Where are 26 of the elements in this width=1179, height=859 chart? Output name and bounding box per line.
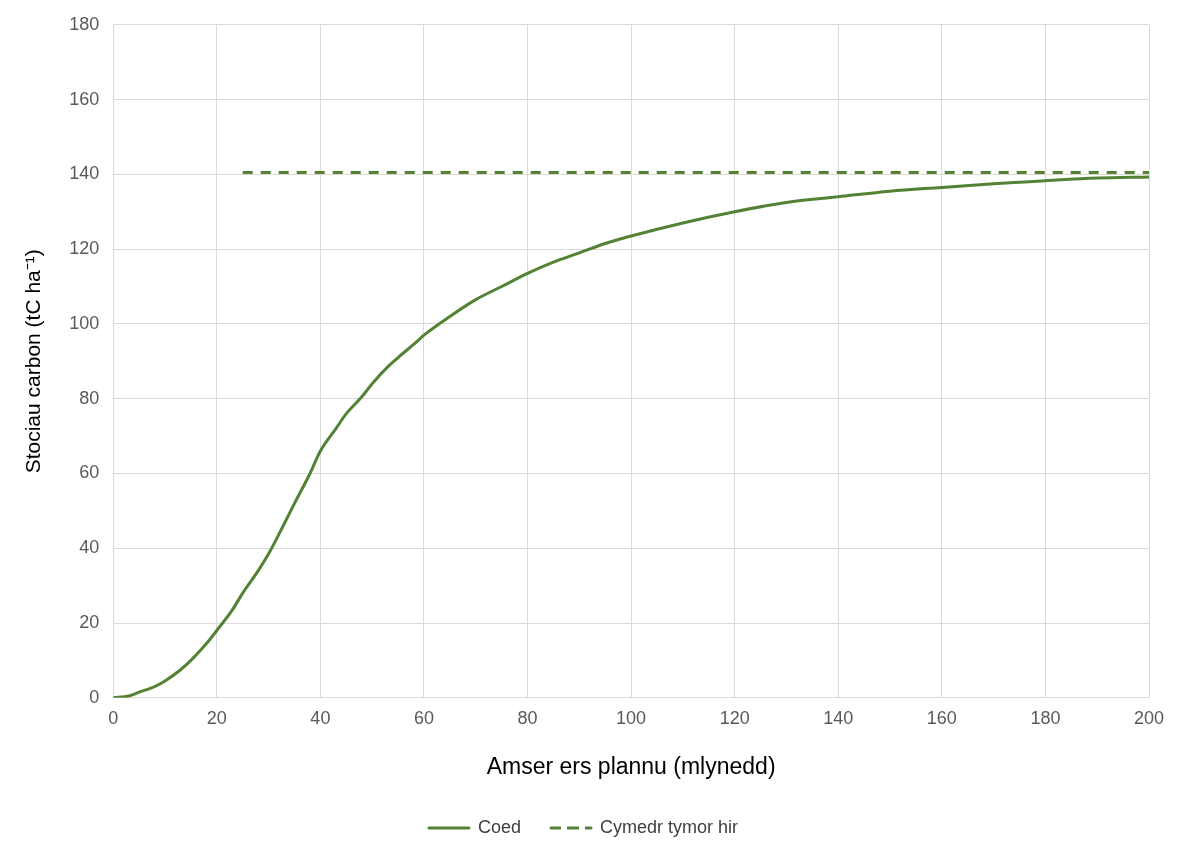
x-tick-label: 140 bbox=[823, 707, 854, 728]
x-tick-label: 40 bbox=[310, 707, 331, 728]
x-tick-label: 100 bbox=[616, 707, 647, 728]
y-tick-label: 80 bbox=[79, 387, 100, 408]
y-tick-label: 120 bbox=[69, 238, 100, 259]
y-tick-label: 40 bbox=[79, 537, 100, 558]
y-tick-label: 20 bbox=[79, 611, 100, 632]
y-tick-label: 60 bbox=[79, 462, 100, 483]
line-series bbox=[113, 175, 1149, 698]
y-tick-label: 0 bbox=[89, 686, 100, 707]
x-tick-label: 180 bbox=[1030, 707, 1061, 728]
x-tick-label: 20 bbox=[206, 707, 227, 728]
y-axis-title: Stociau carbon (tC ha⁻¹) bbox=[21, 249, 45, 474]
x-tick-label: 60 bbox=[413, 707, 434, 728]
y-tick-label: 160 bbox=[69, 88, 100, 109]
y-tick-label: 100 bbox=[69, 312, 100, 333]
legend-label: Coed bbox=[477, 816, 522, 837]
x-tick-label: 200 bbox=[1133, 707, 1165, 728]
x-tick-label: 120 bbox=[719, 707, 750, 728]
x-tick-label: 160 bbox=[926, 707, 957, 728]
x-axis-title: Amser ers plannu (mlynedd) bbox=[486, 752, 776, 779]
x-tick-label: 0 bbox=[108, 707, 119, 728]
y-tick-label: 180 bbox=[69, 13, 100, 34]
legend-label: Cymedr tymor hir bbox=[600, 816, 739, 837]
y-tick-label: 140 bbox=[69, 163, 100, 184]
x-tick-label: 80 bbox=[517, 707, 538, 728]
